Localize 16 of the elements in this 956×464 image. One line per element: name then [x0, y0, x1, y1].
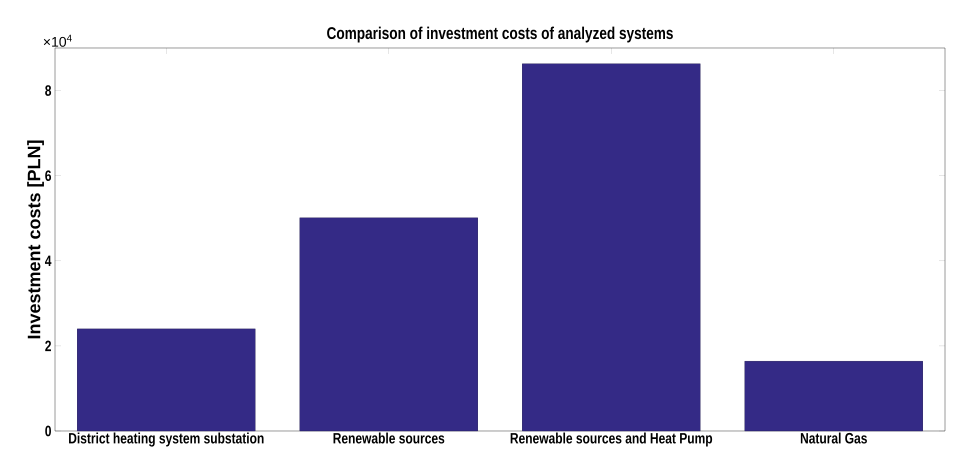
y-axis-title: Investment costs [PLN]: [27, 140, 44, 338]
y-tick-label: 8: [45, 85, 52, 96]
y-tick-label: 2: [45, 340, 51, 352]
y-tick-label: 4: [44, 256, 52, 266]
x-tick-label: Natural Gas: [800, 432, 867, 444]
x-tick-label: Renewable sources and Heat Pump: [510, 432, 712, 447]
x-tick-label: Renewable sources: [334, 432, 444, 444]
x-tick-label: District heating system substation: [69, 432, 264, 447]
y-tick-label: 0: [45, 426, 51, 436]
text: ×10$^{4}$: [44, 34, 72, 47]
bar: [522, 64, 700, 432]
y-tick-label: 6: [45, 170, 52, 181]
bar: [744, 361, 923, 432]
chart-title: Comparison of investment costs of analyzed systems: [327, 26, 673, 42]
bar: [77, 328, 256, 432]
bar: [300, 218, 478, 432]
